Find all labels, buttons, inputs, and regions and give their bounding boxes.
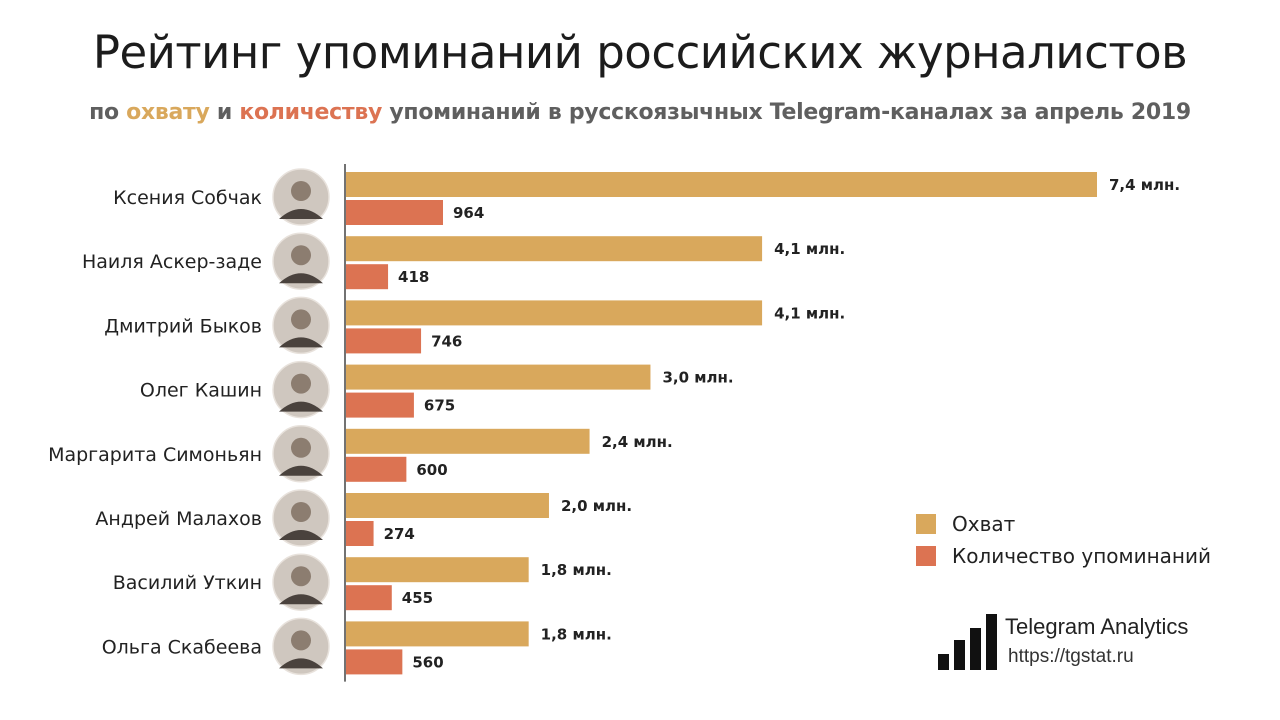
bar-count xyxy=(346,585,392,611)
data-label-reach: 4,1 млн. xyxy=(774,304,845,322)
subtitle-prefix: по xyxy=(89,100,119,125)
category-label: Андрей Малахов xyxy=(95,508,262,530)
bar-count xyxy=(346,649,403,675)
avatar-photo xyxy=(272,296,330,355)
data-label-count: 746 xyxy=(431,332,462,350)
category-label: Дмитрий Быков xyxy=(104,315,262,337)
legend-label-reach: Охват xyxy=(952,512,1016,536)
legend-swatch-reach xyxy=(916,514,936,534)
subtitle-reach-word: охвату xyxy=(126,100,210,125)
bar-count xyxy=(346,200,443,225)
legend-swatch-count xyxy=(916,546,936,566)
avatar-photo xyxy=(272,232,330,290)
bar-reach xyxy=(346,236,763,262)
subtitle-count-word: количеству xyxy=(239,100,383,125)
legend-item-count: Количество упоминаний xyxy=(916,540,1211,572)
chart-subtitle: по охвату и количеству упоминаний в русс… xyxy=(0,100,1280,125)
category-label: Василий Уткин xyxy=(113,572,262,594)
data-label-count: 274 xyxy=(384,525,415,543)
data-label-reach: 2,0 млн. xyxy=(561,497,632,515)
bar-reach xyxy=(346,557,529,583)
data-label-count: 560 xyxy=(412,653,443,671)
bar-reach xyxy=(346,172,1097,197)
legend-label-count: Количество упоминаний xyxy=(952,544,1212,568)
subtitle-suffix: упоминаний в русскоязычных Telegram-кана… xyxy=(389,100,1191,125)
avatar-photo xyxy=(272,553,330,611)
avatar-photo xyxy=(272,168,330,226)
bar-reach xyxy=(346,300,763,326)
bar-reach xyxy=(346,428,590,454)
brand-name: Telegram Analytics xyxy=(1005,614,1189,639)
data-label-reach: 3,0 млн. xyxy=(662,369,733,387)
category-label: Ксения Собчак xyxy=(113,187,262,209)
data-label-reach: 7,4 млн. xyxy=(1109,176,1180,194)
chart-legend: Охват Количество упоминаний xyxy=(916,508,1211,572)
data-label-count: 964 xyxy=(453,204,484,222)
tgstat-logo-icon xyxy=(938,612,998,670)
avatar-photo xyxy=(272,360,330,419)
bar-reach xyxy=(346,364,651,390)
data-label-count: 600 xyxy=(416,461,447,479)
category-label: Ольга Скабеева xyxy=(102,636,262,658)
category-label: Маргарита Симоньян xyxy=(48,444,262,466)
avatar-photo xyxy=(272,425,330,483)
category-label: Наиля Аскер-заде xyxy=(82,251,262,273)
bar-count xyxy=(346,328,422,354)
brand-url: https://tgstat.ru xyxy=(1008,646,1134,667)
bar-reach xyxy=(346,493,549,518)
avatar-photo xyxy=(272,617,330,676)
bar-count xyxy=(346,264,389,290)
legend-item-reach: Охват xyxy=(916,508,1211,540)
bar-reach xyxy=(346,621,529,647)
data-label-count: 675 xyxy=(424,397,455,415)
bar-count xyxy=(346,521,374,546)
brand-block: Telegram Analytics https://tgstat.ru xyxy=(938,612,1238,676)
data-label-reach: 2,4 млн. xyxy=(602,433,673,451)
chart-title: Рейтинг упоминаний российских журналисто… xyxy=(92,26,1188,79)
category-label: Олег Кашин xyxy=(140,380,262,402)
data-label-reach: 1,8 млн. xyxy=(541,561,612,579)
data-label-count: 455 xyxy=(402,589,433,607)
data-label-reach: 4,1 млн. xyxy=(774,240,845,258)
bar-count xyxy=(346,392,414,418)
avatar-photo xyxy=(272,489,330,547)
data-label-count: 418 xyxy=(398,268,429,286)
subtitle-and: и xyxy=(216,100,232,125)
data-label-reach: 1,8 млн. xyxy=(541,625,612,643)
bar-count xyxy=(346,456,407,482)
